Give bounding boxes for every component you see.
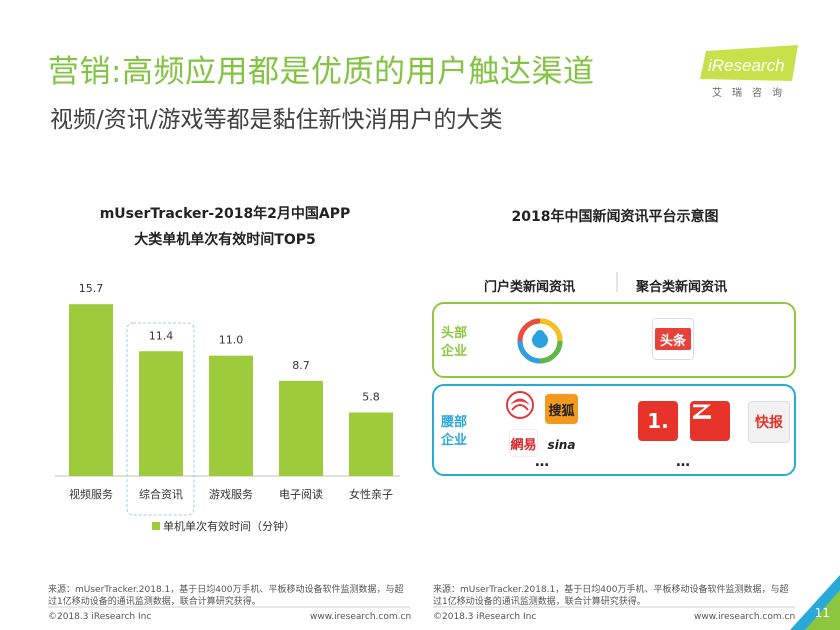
- bar-value-label-3: 11.0: [219, 334, 244, 347]
- footer-copyright-right: ©2018.3 iResearch Inc: [433, 612, 537, 622]
- page-subtitle: 视频/资讯/游戏等都是黏住新快消用户的大类: [50, 107, 503, 133]
- sohu-icon: 搜狐: [545, 394, 578, 424]
- category-label-2: 综合资讯: [139, 487, 183, 501]
- footer-source-left-line1: 来源：mUserTracker.2018.1，基于日均400万手机、平板移动设备…: [48, 585, 404, 595]
- bar-4: [279, 380, 323, 476]
- footer-source-right-line2: 过1亿移动设备的通讯监测数据，联合计算研究获得。: [433, 597, 646, 607]
- footer-source-right-line1: 来源：mUserTracker.2018.1，基于日均400万手机、平板移动设备…: [433, 585, 789, 595]
- footer-source-left-line2: 过1亿移动设备的通讯监测数据，联合计算研究获得。: [48, 597, 261, 607]
- logo-chinese-text: 艾瑞咨询: [712, 88, 792, 99]
- bar-value-label-2: 11.4: [149, 329, 174, 342]
- toutiao-icon: 头条: [652, 318, 694, 360]
- category-label-5: 女性亲子: [349, 487, 393, 501]
- bar-2: [139, 351, 183, 476]
- iresearch-logo: iResearch: [700, 45, 798, 81]
- column-header-aggregate: 聚合类新闻资讯: [636, 280, 728, 295]
- chart-title-line2: 大类单机单次有效时间TOP5: [134, 232, 316, 248]
- yidian-icon: 1.: [638, 401, 678, 441]
- row-top-label: 头部 企业: [441, 325, 467, 361]
- footer-source-left: 来源：mUserTracker.2018.1，基于日均400万手机、平板移动设备…: [48, 584, 403, 608]
- netease-icon: 網易: [509, 429, 538, 457]
- highlight-box: [126, 322, 195, 516]
- column-header-portal: 门户类新闻资讯: [484, 280, 576, 295]
- category-label-4: 电子阅读: [279, 487, 323, 501]
- legend-swatch: [152, 522, 160, 530]
- row-top-label-line1: 头部: [441, 326, 468, 341]
- bar-5: [349, 412, 393, 476]
- bar-value-label-4: 8.7: [292, 359, 310, 372]
- row-top-enterprise: [432, 302, 796, 378]
- page-number: 11: [814, 606, 830, 620]
- row-waist-enterprise: [432, 384, 796, 476]
- page-title: 营销:高频应用都是优质的用户触达渠道: [48, 54, 595, 90]
- legend-label: 单机单次有效时间（分钟）: [163, 520, 295, 533]
- footer-url-right: www.iresearch.com.cn: [694, 612, 796, 622]
- aggregate-ellipsis: …: [676, 454, 690, 470]
- chart-title-line1: mUserTracker-2018年2月中国APP: [99, 206, 351, 222]
- row-top-label-line2: 企业: [441, 344, 468, 359]
- row-waist-label-line1: 腰部: [441, 415, 468, 430]
- toutiao-label: 头条: [655, 328, 691, 350]
- row-waist-label-line2: 企业: [441, 433, 468, 448]
- logo-text: iResearch: [708, 56, 785, 75]
- bar-1: [69, 304, 113, 476]
- bar-value-label-1: 15.7: [79, 282, 104, 295]
- footer-copyright-left: ©2018.3 iResearch Inc: [48, 612, 152, 622]
- footer-source-right: 来源：mUserTracker.2018.1，基于日均400万手机、平板移动设备…: [433, 584, 788, 608]
- footer-url-left: www.iresearch.com.cn: [310, 612, 412, 622]
- portal-ellipsis: …: [535, 454, 549, 470]
- category-label-1: 视频服务: [69, 487, 113, 501]
- kuaibao-icon: 快报: [748, 401, 790, 443]
- bar-3: [209, 355, 253, 476]
- chart-legend: 单机单次有效时间（分钟）: [152, 518, 295, 534]
- zaker-glyph-icon: [693, 404, 711, 419]
- zaker-icon: [690, 401, 730, 441]
- diagram-title: 2018年中国新闻资讯平台示意图: [511, 209, 719, 225]
- bar-value-label-5: 5.8: [362, 391, 380, 404]
- row-waist-label: 腰部 企业: [441, 414, 467, 450]
- category-label-3: 游戏服务: [209, 488, 253, 501]
- sina-icon: sina: [545, 432, 578, 458]
